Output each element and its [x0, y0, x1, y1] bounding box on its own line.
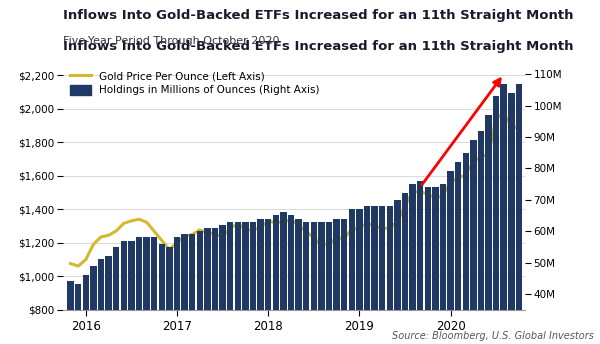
Bar — [448, 171, 454, 344]
Bar — [318, 222, 325, 344]
Bar — [174, 237, 180, 344]
Bar — [250, 222, 256, 344]
Bar — [455, 162, 461, 344]
Bar — [151, 237, 157, 344]
Bar — [364, 206, 370, 344]
Text: Five-Year Period Through October 2020: Five-Year Period Through October 2020 — [63, 36, 280, 46]
Bar — [197, 231, 203, 344]
Bar — [143, 237, 150, 344]
Bar — [158, 244, 165, 344]
Bar — [75, 284, 82, 344]
Bar — [136, 237, 142, 344]
Bar — [166, 247, 173, 344]
Bar — [303, 222, 310, 344]
Bar — [463, 153, 469, 344]
Legend: Gold Price Per Ounce (Left Axis), Holdings in Millions of Ounces (Right Axis): Gold Price Per Ounce (Left Axis), Holdin… — [66, 67, 324, 99]
Bar — [493, 96, 499, 344]
Bar — [394, 200, 401, 344]
Bar — [257, 218, 264, 344]
Bar — [204, 228, 211, 344]
Bar — [356, 209, 362, 344]
Bar — [379, 206, 385, 344]
Bar — [409, 184, 416, 344]
Bar — [417, 181, 424, 344]
Bar — [386, 206, 393, 344]
Bar — [83, 275, 89, 344]
Bar — [181, 234, 188, 344]
Bar — [212, 228, 218, 344]
Bar — [265, 218, 271, 344]
Bar — [113, 247, 119, 344]
Bar — [334, 218, 340, 344]
Text: Source: Bloomberg, U.S. Global Investors: Source: Bloomberg, U.S. Global Investors — [392, 331, 594, 341]
Bar — [341, 218, 347, 344]
Bar — [470, 140, 476, 344]
Bar — [189, 234, 196, 344]
Bar — [478, 131, 484, 344]
Bar — [288, 215, 294, 344]
Bar — [67, 281, 74, 344]
Bar — [106, 256, 112, 344]
Bar — [272, 215, 279, 344]
Bar — [227, 222, 233, 344]
Bar — [508, 93, 515, 344]
Text: Inflows Into Gold-Backed ETFs Increased for an 11th Straight Month: Inflows Into Gold-Backed ETFs Increased … — [63, 40, 574, 53]
Bar — [280, 212, 287, 344]
Bar — [295, 218, 302, 344]
Bar — [242, 222, 248, 344]
Bar — [128, 240, 134, 344]
Bar — [402, 193, 408, 344]
Bar — [235, 222, 241, 344]
Bar — [425, 187, 431, 344]
Bar — [500, 84, 507, 344]
Bar — [90, 266, 97, 344]
Bar — [371, 206, 378, 344]
Bar — [311, 222, 317, 344]
Bar — [432, 187, 439, 344]
Bar — [98, 259, 104, 344]
Bar — [349, 209, 355, 344]
Bar — [440, 184, 446, 344]
Bar — [121, 240, 127, 344]
Bar — [485, 115, 492, 344]
Text: Inflows Into Gold-Backed ETFs Increased for an 11th Straight Month: Inflows Into Gold-Backed ETFs Increased … — [63, 9, 574, 22]
Bar — [220, 225, 226, 344]
Bar — [326, 222, 332, 344]
Bar — [515, 84, 522, 344]
